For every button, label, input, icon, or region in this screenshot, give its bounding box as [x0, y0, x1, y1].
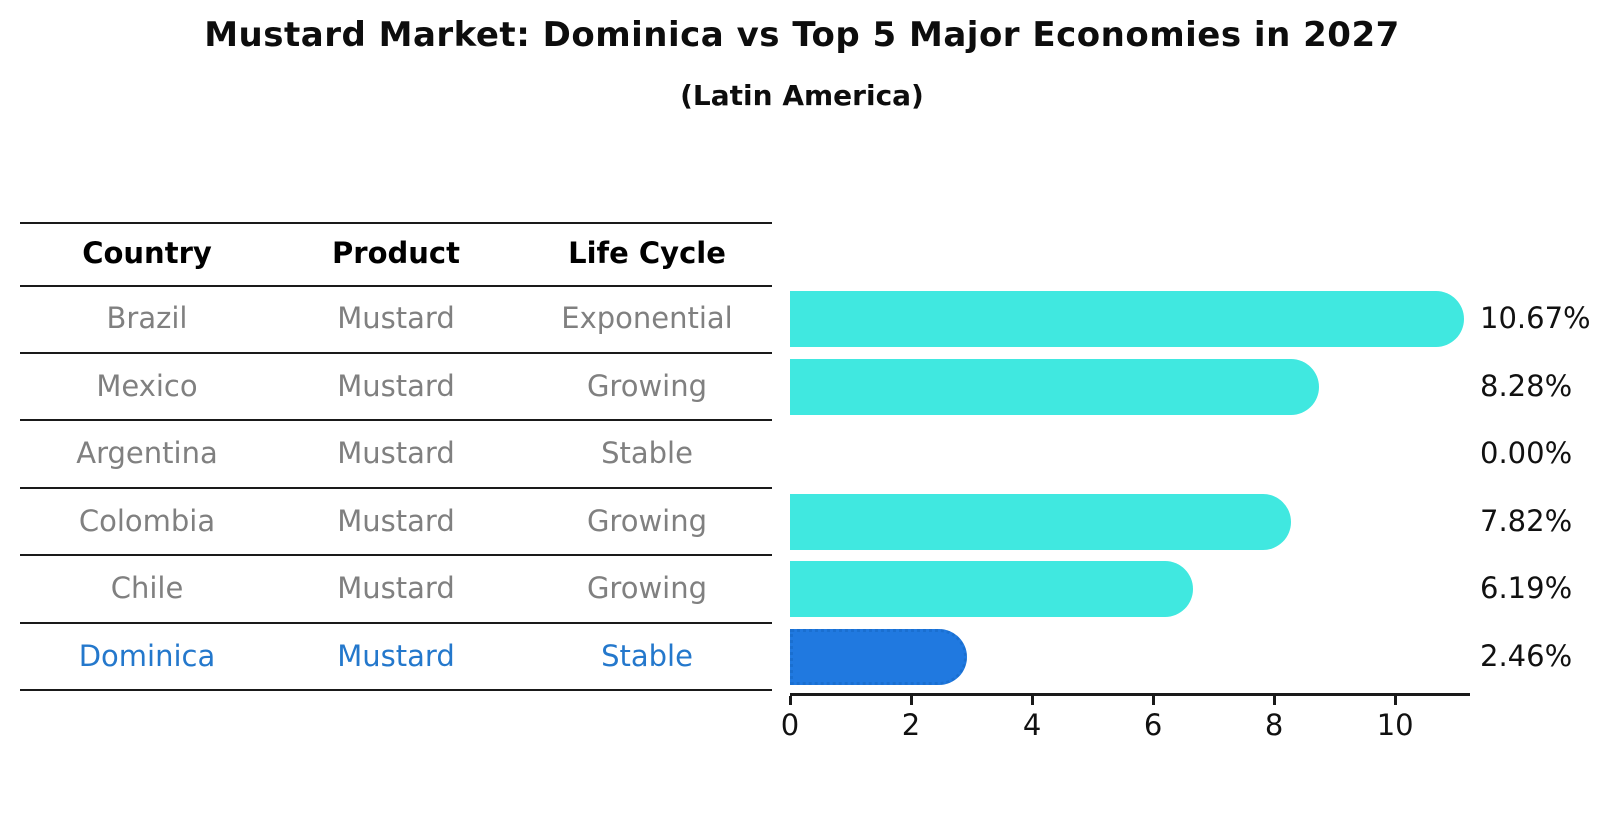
bar [790, 628, 967, 685]
table-header-rule [20, 285, 772, 287]
cell-life-cycle: Growing [586, 571, 708, 605]
x-axis-tick-label: 0 [780, 708, 800, 742]
cell-product: Mustard [337, 301, 455, 335]
cell-country: Brazil [106, 301, 188, 335]
table-top-rule [20, 222, 772, 224]
x-axis-tick-label: 6 [1143, 708, 1163, 742]
bar-value-label: 10.67% [1480, 301, 1591, 335]
bar-value-label: 8.28% [1480, 368, 1573, 403]
bar-value-label: 6.19% [1480, 571, 1573, 605]
x-axis-tick-mark [788, 696, 792, 705]
bar-value-label: 0.00% [1480, 436, 1573, 470]
x-axis-tick-mark [1272, 696, 1276, 705]
cell-life-cycle: Stable [601, 638, 693, 673]
x-axis-line [790, 693, 1470, 696]
x-axis-tick-label: 10 [1376, 708, 1414, 742]
cell-life-cycle: Exponential [561, 301, 733, 335]
x-axis-tick-mark [909, 696, 913, 705]
table-row: Argentina Mustard Stable 0.00% [0, 420, 1604, 488]
column-header-product: Product [332, 236, 460, 270]
bar-value-label: 7.82% [1480, 503, 1573, 538]
cell-product: Mustard [337, 368, 455, 403]
cell-country: Dominica [78, 638, 216, 673]
cell-country: Chile [110, 571, 184, 605]
table-row: Colombia Mustard Growing 7.82% [0, 488, 1604, 556]
x-axis-tick-mark [1030, 696, 1034, 705]
x-axis-tick-mark [1151, 696, 1155, 705]
bar [790, 493, 1292, 550]
table-row: Dominica Mustard Stable 2.46% [0, 623, 1604, 691]
cell-life-cycle: Growing [586, 368, 708, 403]
x-axis-tick-mark [1393, 696, 1397, 705]
bar [790, 291, 1464, 347]
table-row: Chile Mustard Growing 6.19% [0, 555, 1604, 623]
cell-country: Colombia [78, 503, 216, 538]
bar [790, 358, 1320, 415]
chart-title: Mustard Market: Dominica vs Top 5 Major … [204, 15, 1400, 55]
cell-life-cycle: Stable [601, 436, 693, 470]
table-row: Brazil Mustard Exponential 10.67% [0, 285, 1604, 353]
bar-value-label: 2.46% [1480, 638, 1573, 673]
cell-country: Argentina [76, 436, 218, 470]
cell-product: Mustard [337, 503, 455, 538]
x-axis-tick-label: 2 [901, 708, 921, 742]
cell-product: Mustard [337, 571, 455, 605]
x-axis-tick-label: 8 [1264, 708, 1284, 742]
cell-product: Mustard [337, 436, 455, 470]
column-header-country: Country [82, 236, 212, 270]
bar [790, 561, 1193, 617]
table-row: Mexico Mustard Growing 8.28% [0, 353, 1604, 421]
column-header-life-cycle: Life Cycle [568, 236, 726, 270]
cell-country: Mexico [96, 368, 198, 403]
chart-subtitle: (Latin America) [680, 79, 924, 112]
x-axis-tick-label: 4 [1022, 708, 1042, 742]
cell-product: Mustard [337, 638, 455, 673]
cell-life-cycle: Growing [586, 503, 708, 538]
